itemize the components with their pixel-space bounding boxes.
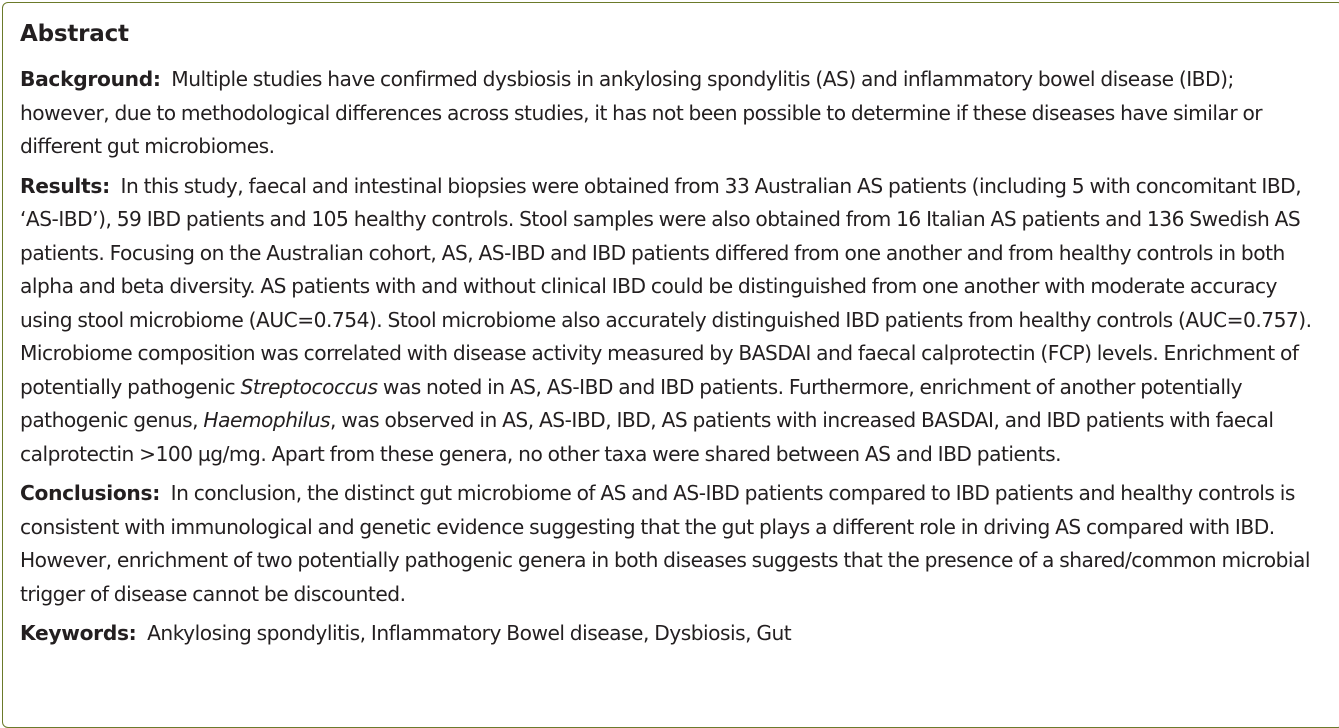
results-text-3: , was observed in AS, AS-IBD, IBD, AS pa… <box>20 408 1274 466</box>
conclusions-section: Conclusions: In conclusion, the distinct… <box>20 477 1320 611</box>
conclusions-label: Conclusions: <box>20 481 160 505</box>
keywords-label: Keywords: <box>20 621 137 645</box>
conclusions-text: In conclusion, the distinct gut microbio… <box>20 481 1311 606</box>
results-genus-haemophilus: Haemophilus <box>203 408 331 432</box>
background-section: Background: Multiple studies have confir… <box>20 63 1320 164</box>
results-text-2: was noted in AS, AS-IBD and IBD patients… <box>20 374 1243 433</box>
abstract-content: Abstract Background: Multiple studies ha… <box>20 17 1320 651</box>
results-section: Results: In this study, faecal and intes… <box>20 170 1320 472</box>
results-text-1: In this study, faecal and intestinal bio… <box>20 173 1312 399</box>
keywords-text: Ankylosing spondylitis, Inflammatory Bow… <box>147 621 792 645</box>
abstract-heading: Abstract <box>20 21 129 47</box>
results-genus-streptococcus: Streptococcus <box>240 374 378 399</box>
results-label: Results: <box>20 173 110 198</box>
keywords-section: Keywords: Ankylosing spondylitis, Inflam… <box>20 617 1320 651</box>
background-label: Background: <box>20 67 161 91</box>
background-text: Multiple studies have confirmed dysbiosi… <box>20 67 1263 158</box>
